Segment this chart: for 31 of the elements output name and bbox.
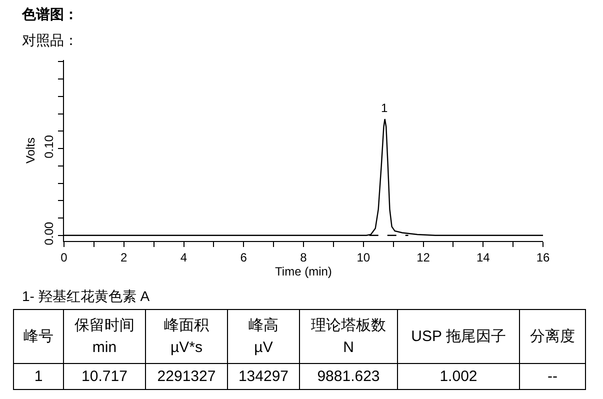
- text: 峰高 µV: [228, 310, 300, 364]
- y-axis-title: Volts: [24, 137, 38, 164]
- text: 10.717: [64, 364, 146, 390]
- y-tick-label: 0.10: [42, 134, 56, 158]
- x-tick-label: 0: [60, 250, 68, 264]
- chart-subtitle: 对照品：: [22, 32, 78, 50]
- x-tick-label: 4: [180, 250, 188, 264]
- text: 1- 羟基红花黄色素 A: [22, 288, 150, 306]
- annotation: 1: [381, 101, 388, 115]
- x-tick-label: 16: [536, 250, 550, 264]
- text: 9881.623: [300, 364, 398, 390]
- text: 峰号: [14, 310, 64, 364]
- x-tick-label: 8: [300, 250, 308, 264]
- text: USP 拖尾因子: [398, 310, 520, 364]
- x-tick-label: 12: [416, 250, 430, 264]
- x-tick-label: 14: [476, 250, 490, 264]
- text: 2291327: [146, 364, 228, 390]
- text: 1: [14, 364, 64, 390]
- text: 理论塔板数 N: [300, 310, 398, 364]
- x-tick-label: 6: [240, 250, 248, 264]
- y-tick-label: 0.00: [42, 222, 56, 246]
- x-axis-title: Time (min): [275, 264, 332, 278]
- text: 分离度: [520, 310, 586, 364]
- x-tick-label: 2: [120, 250, 128, 264]
- chart-title: 色谱图：: [22, 6, 78, 24]
- text: 134297: [228, 364, 300, 390]
- text: 保留时间 min: [64, 310, 146, 364]
- x-tick-label: 10: [356, 250, 370, 264]
- text: --: [520, 364, 586, 390]
- text: 峰面积 µV*s: [146, 310, 228, 364]
- text: 1.002: [398, 364, 520, 390]
